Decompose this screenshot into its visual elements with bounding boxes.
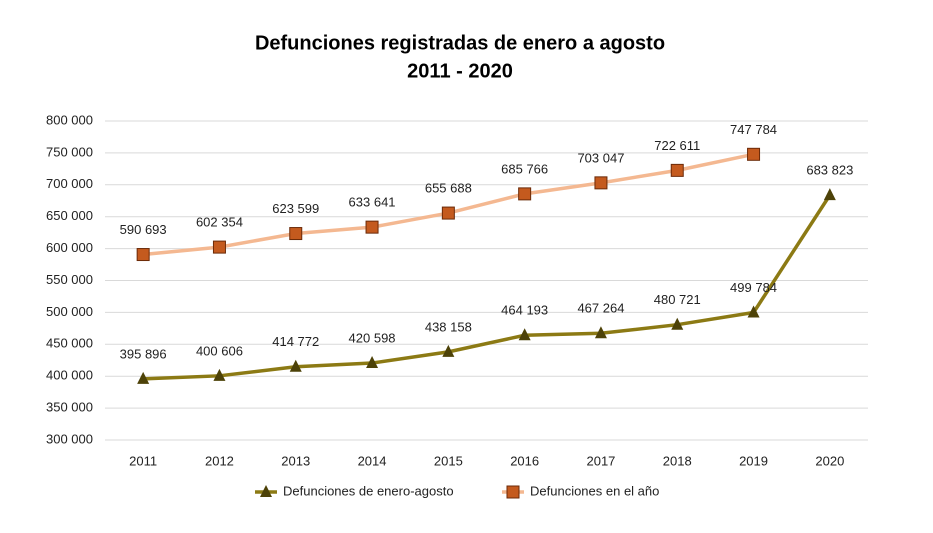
y-tick-label: 550 000 <box>46 272 93 287</box>
x-tick-label: 2016 <box>510 453 539 468</box>
data-label: 414 772 <box>272 334 319 349</box>
point <box>213 368 226 381</box>
data-label: 467 264 <box>577 301 624 316</box>
point <box>671 317 684 330</box>
point <box>518 328 531 341</box>
chart-title: Defunciones registradas de enero a agost… <box>255 32 665 54</box>
x-tick-label: 2011 <box>129 453 157 468</box>
data-label: 499 784 <box>730 280 777 295</box>
series-line <box>142 152 754 257</box>
data-label: 420 598 <box>349 330 396 345</box>
data-label: 395 896 <box>120 346 167 361</box>
legend-label: Defunciones de enero-agosto <box>283 483 454 498</box>
data-label: 590 693 <box>120 222 167 237</box>
y-tick-label: 500 000 <box>46 304 93 319</box>
data-label: 633 641 <box>349 195 396 210</box>
x-tick-label: 2012 <box>205 453 234 468</box>
x-tick-label: 2020 <box>815 453 844 468</box>
x-tick-label: 2017 <box>586 453 615 468</box>
point <box>289 359 302 372</box>
data-label: 464 193 <box>501 303 548 318</box>
y-tick-label: 700 000 <box>46 176 93 191</box>
legend-marker <box>506 485 520 499</box>
point <box>136 248 150 262</box>
data-label: 703 047 <box>577 150 624 165</box>
point <box>137 371 150 384</box>
chart-subtitle: 2011 - 2020 <box>407 60 513 82</box>
x-tick-label: 2019 <box>739 453 768 468</box>
legend-marker <box>260 485 272 497</box>
point <box>366 356 379 369</box>
point <box>747 147 761 161</box>
y-tick-label: 300 000 <box>46 431 93 446</box>
point <box>823 188 836 201</box>
data-label: 602 354 <box>196 215 243 230</box>
point <box>594 176 608 190</box>
data-label: 655 688 <box>425 181 472 196</box>
data-label: 623 599 <box>272 201 319 216</box>
point <box>442 344 455 357</box>
data-label: 683 823 <box>806 163 853 178</box>
x-tick-label: 2015 <box>434 453 463 468</box>
y-tick-label: 350 000 <box>46 400 93 415</box>
point <box>594 326 607 339</box>
y-tick-label: 600 000 <box>46 240 93 255</box>
point <box>670 163 684 177</box>
data-label: 438 158 <box>425 319 472 334</box>
series-line <box>143 194 832 381</box>
point <box>289 227 303 241</box>
data-label: 400 606 <box>196 343 243 358</box>
data-label: 685 766 <box>501 161 548 176</box>
y-tick-label: 750 000 <box>46 144 93 159</box>
data-label: 722 611 <box>654 138 700 153</box>
point <box>441 206 455 220</box>
point <box>518 187 532 201</box>
legend-label: Defunciones en el año <box>530 483 659 498</box>
point <box>747 305 760 318</box>
y-tick-label: 650 000 <box>46 208 93 223</box>
point <box>212 240 226 254</box>
data-label: 747 784 <box>730 122 777 137</box>
y-tick-label: 450 000 <box>46 336 93 351</box>
y-tick-label: 800 000 <box>46 112 93 127</box>
x-tick-label: 2018 <box>663 453 692 468</box>
x-tick-label: 2013 <box>281 453 310 468</box>
y-tick-label: 400 000 <box>46 368 93 383</box>
x-tick-label: 2014 <box>358 453 387 468</box>
data-label: 480 721 <box>654 292 701 307</box>
point <box>365 220 379 234</box>
